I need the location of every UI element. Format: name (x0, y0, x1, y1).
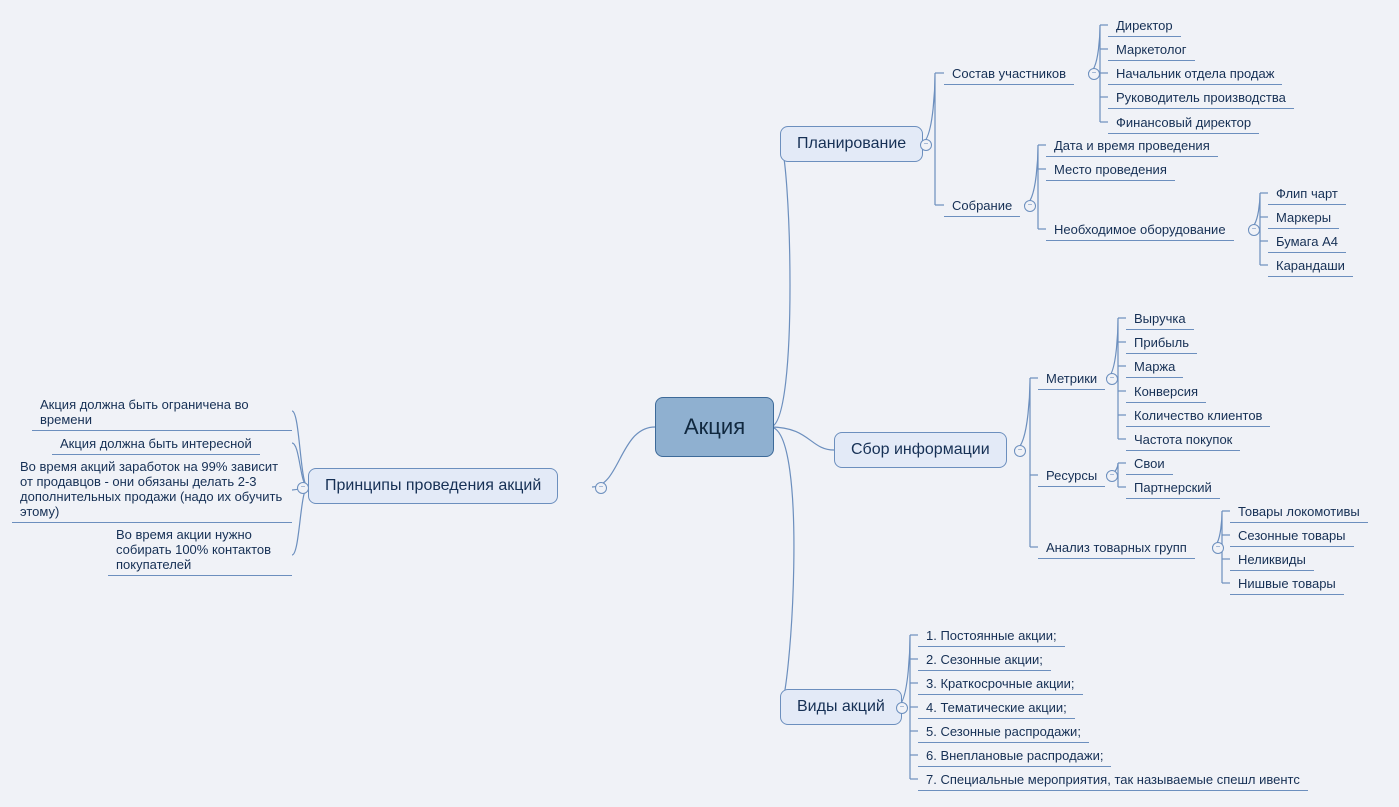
planning-node[interactable]: Планирование (780, 126, 923, 162)
type-leaf[interactable]: 5. Сезонные распродажи; (918, 721, 1089, 743)
type-leaf[interactable]: 4. Тематические акции; (918, 697, 1075, 719)
principle-leaf[interactable]: Акция должна быть ограничена во времени (32, 394, 292, 431)
collapse-icon[interactable]: − (595, 482, 607, 494)
equipment-leaf[interactable]: Карандаши (1268, 255, 1353, 277)
equipment-leaf[interactable]: Бумага А4 (1268, 231, 1346, 253)
metric-leaf[interactable]: Прибыль (1126, 332, 1197, 354)
mindmap-canvas: Акция Принципы проведения акций − − Акци… (0, 0, 1399, 807)
analysis-leaf[interactable]: Товары локомотивы (1230, 501, 1368, 523)
analysis-leaf[interactable]: Нишвые товары (1230, 573, 1344, 595)
type-leaf[interactable]: 2. Сезонные акции; (918, 649, 1051, 671)
metrics-node[interactable]: Метрики (1038, 368, 1105, 390)
resource-leaf[interactable]: Свои (1126, 453, 1173, 475)
metric-leaf[interactable]: Маржа (1126, 356, 1183, 378)
collapse-icon[interactable]: − (896, 702, 908, 714)
collapse-icon[interactable]: − (1024, 200, 1036, 212)
principles-node[interactable]: Принципы проведения акций (308, 468, 558, 504)
info-node[interactable]: Сбор информации (834, 432, 1007, 468)
meeting-datetime-leaf[interactable]: Дата и время проведения (1046, 135, 1218, 157)
participant-leaf[interactable]: Маркетолог (1108, 39, 1195, 61)
collapse-icon[interactable]: − (297, 482, 309, 494)
collapse-icon[interactable]: − (1106, 470, 1118, 482)
collapse-icon[interactable]: − (1248, 224, 1260, 236)
equipment-node[interactable]: Необходимое оборудование (1046, 219, 1234, 241)
collapse-icon[interactable]: − (1212, 542, 1224, 554)
participant-leaf[interactable]: Финансовый директор (1108, 112, 1259, 134)
metric-leaf[interactable]: Конверсия (1126, 381, 1206, 403)
participants-node[interactable]: Состав участников (944, 63, 1074, 85)
participant-leaf[interactable]: Руководитель производства (1108, 87, 1294, 109)
equipment-leaf[interactable]: Флип чарт (1268, 183, 1346, 205)
meeting-node[interactable]: Собрание (944, 195, 1020, 217)
principle-leaf[interactable]: Акция должна быть интересной (52, 433, 260, 455)
principle-leaf[interactable]: Во время акций заработок на 99% зависит … (12, 456, 292, 523)
analysis-node[interactable]: Анализ товарных групп (1038, 537, 1195, 559)
collapse-icon[interactable]: − (1106, 373, 1118, 385)
collapse-icon[interactable]: − (920, 139, 932, 151)
metric-leaf[interactable]: Количество клиентов (1126, 405, 1270, 427)
meeting-place-leaf[interactable]: Место проведения (1046, 159, 1175, 181)
type-leaf[interactable]: 6. Внеплановые распродажи; (918, 745, 1111, 767)
type-leaf[interactable]: 1. Постоянные акции; (918, 625, 1065, 647)
resources-node[interactable]: Ресурсы (1038, 465, 1105, 487)
collapse-icon[interactable]: − (1088, 68, 1100, 80)
metric-leaf[interactable]: Частота покупок (1126, 429, 1240, 451)
types-node[interactable]: Виды акций (780, 689, 902, 725)
principle-leaf[interactable]: Во время акции нужно собирать 100% конта… (108, 524, 292, 576)
type-leaf[interactable]: 3. Краткосрочные акции; (918, 673, 1083, 695)
root-node[interactable]: Акция (655, 397, 774, 457)
metric-leaf[interactable]: Выручка (1126, 308, 1194, 330)
participant-leaf[interactable]: Начальник отдела продаж (1108, 63, 1282, 85)
resource-leaf[interactable]: Партнерский (1126, 477, 1220, 499)
type-leaf[interactable]: 7. Специальные мероприятия, так называем… (918, 769, 1308, 791)
analysis-leaf[interactable]: Неликвиды (1230, 549, 1314, 571)
collapse-icon[interactable]: − (1014, 445, 1026, 457)
participant-leaf[interactable]: Директор (1108, 15, 1181, 37)
analysis-leaf[interactable]: Сезонные товары (1230, 525, 1354, 547)
equipment-leaf[interactable]: Маркеры (1268, 207, 1339, 229)
